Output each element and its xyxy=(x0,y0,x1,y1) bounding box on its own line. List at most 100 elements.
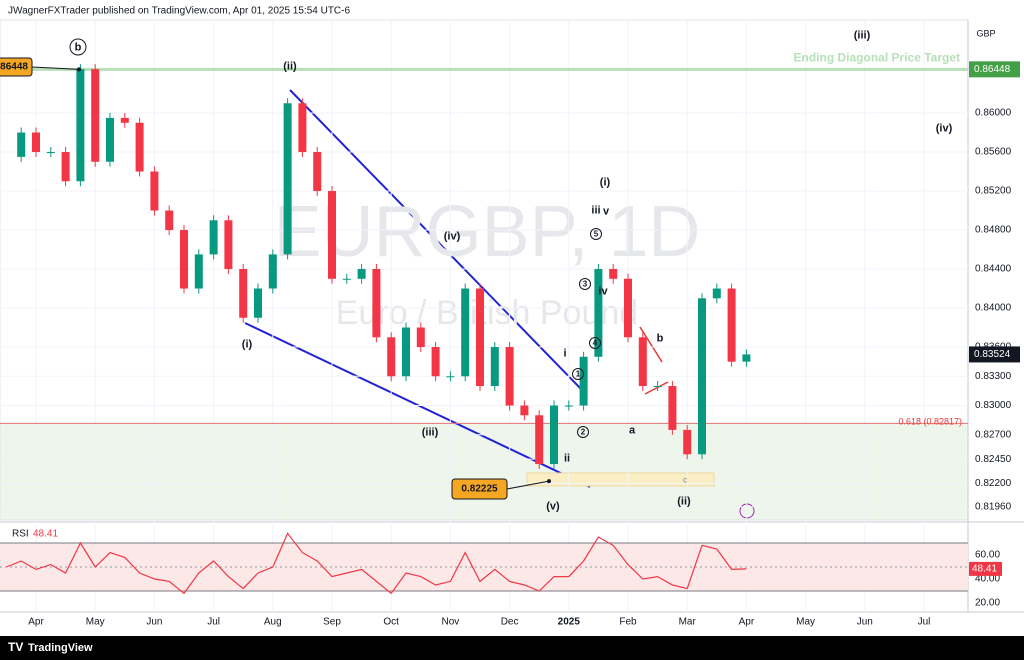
wave-label: 4 xyxy=(593,339,598,348)
wave-label: 1 xyxy=(576,370,581,379)
low-callout xyxy=(451,478,508,500)
candle xyxy=(416,327,425,348)
y-tick-label: 0.84000 xyxy=(975,303,1012,314)
x-tick-label: Dec xyxy=(501,617,519,628)
x-tick-label: Jun xyxy=(857,617,873,628)
candle xyxy=(387,337,396,377)
wave-label: (iv) xyxy=(936,122,953,134)
candle xyxy=(32,132,40,153)
wave-label: (iii) xyxy=(422,426,439,438)
candle xyxy=(535,415,544,465)
x-tick-label: Apr xyxy=(739,617,755,628)
y-tick-label: 0.85200 xyxy=(975,186,1012,197)
wave-label: (v) xyxy=(546,500,560,512)
footer-logo: TV xyxy=(8,640,23,654)
wave-label: c xyxy=(683,476,687,485)
candle xyxy=(683,429,692,455)
candle xyxy=(194,254,203,289)
candle xyxy=(712,288,721,299)
watermark-name: Euro / British Pound xyxy=(336,294,638,332)
triangle-line xyxy=(644,381,669,395)
candle xyxy=(61,152,70,182)
event-icon xyxy=(739,503,755,519)
target-callout xyxy=(0,57,33,77)
rsi-tick-label: 60.00 xyxy=(975,550,1000,561)
watermark-symbol: EURGBP, 1D xyxy=(274,192,701,272)
candle xyxy=(594,269,603,357)
wave-circle xyxy=(590,228,602,240)
y-tick-label: 0.82700 xyxy=(975,429,1012,440)
target-box xyxy=(526,472,715,487)
wave-circle xyxy=(579,278,591,290)
candle xyxy=(91,69,100,162)
candle xyxy=(239,269,248,318)
wave-label: a xyxy=(629,424,636,436)
candle xyxy=(180,230,188,289)
y-tick-label: 0.81960 xyxy=(975,502,1012,513)
x-tick-label: Apr xyxy=(28,617,44,628)
candle xyxy=(268,254,277,289)
rsi-tick-label: 20.00 xyxy=(975,598,1000,609)
candle xyxy=(313,152,322,192)
wave-label: b xyxy=(657,332,664,344)
x-tick-label: Mar xyxy=(679,617,697,628)
wave-label: (iv) xyxy=(444,230,461,242)
candle xyxy=(461,288,470,377)
x-tick-label: Sep xyxy=(323,617,341,628)
rsi-tick-label: 40.00 xyxy=(975,574,1000,585)
wave-label: v xyxy=(603,205,610,217)
candle xyxy=(342,278,351,280)
trendline-upper xyxy=(289,89,583,391)
x-tick-label: Jul xyxy=(918,617,931,628)
callout-line xyxy=(506,480,550,490)
target-axis-label: 0.86448 xyxy=(974,64,1011,75)
trendline-lower xyxy=(244,322,591,488)
x-tick-label: May xyxy=(86,617,105,628)
wave-label: (i) xyxy=(242,338,253,350)
rsi-value-box xyxy=(969,561,1002,576)
wave-label: 3 xyxy=(583,280,588,289)
target-label: Ending Diagonal Price Target xyxy=(794,51,960,65)
candle xyxy=(550,405,558,465)
candle xyxy=(579,356,588,406)
candle xyxy=(17,132,26,157)
rsi-value: 48.41 xyxy=(33,529,58,540)
triangle-line xyxy=(639,326,663,363)
candle xyxy=(624,278,632,338)
y-tick-label: 0.83000 xyxy=(975,400,1012,411)
callout-dot xyxy=(547,479,551,484)
wave-label: (i) xyxy=(600,176,611,188)
y-tick-label: 0.83300 xyxy=(975,371,1012,382)
wave-circle xyxy=(589,337,601,349)
candle xyxy=(431,347,440,377)
wave-label: (ii) xyxy=(677,495,691,507)
target-callout-text: 0.86448 xyxy=(0,62,28,73)
x-tick-label: Jun xyxy=(146,617,162,628)
fib-label: 0.618 (0.82817) xyxy=(898,417,962,427)
low-callout-text: 0.82225 xyxy=(461,484,498,495)
candle xyxy=(254,288,262,318)
target-box xyxy=(969,61,1020,78)
publisher: JWagnerFXTrader published on TradingView… xyxy=(8,6,350,17)
wave-circle xyxy=(572,368,584,380)
candle xyxy=(150,171,159,211)
candle xyxy=(209,220,218,255)
rsi-value-axis: 48.41 xyxy=(972,564,997,575)
callout-line xyxy=(31,66,80,70)
candle xyxy=(224,220,233,270)
candle xyxy=(698,298,706,455)
candle xyxy=(638,337,647,387)
wave-label: (ii) xyxy=(283,60,297,72)
wave-circle xyxy=(69,38,87,56)
x-tick-label: Oct xyxy=(383,617,399,628)
candle xyxy=(520,405,529,416)
rsi-line xyxy=(6,532,747,595)
rsi-title: RSI xyxy=(12,529,29,540)
candle xyxy=(328,191,336,279)
price-box xyxy=(969,346,1020,363)
wave-label: b xyxy=(75,41,82,53)
wave-label: ii xyxy=(564,452,570,464)
candle xyxy=(668,386,677,430)
